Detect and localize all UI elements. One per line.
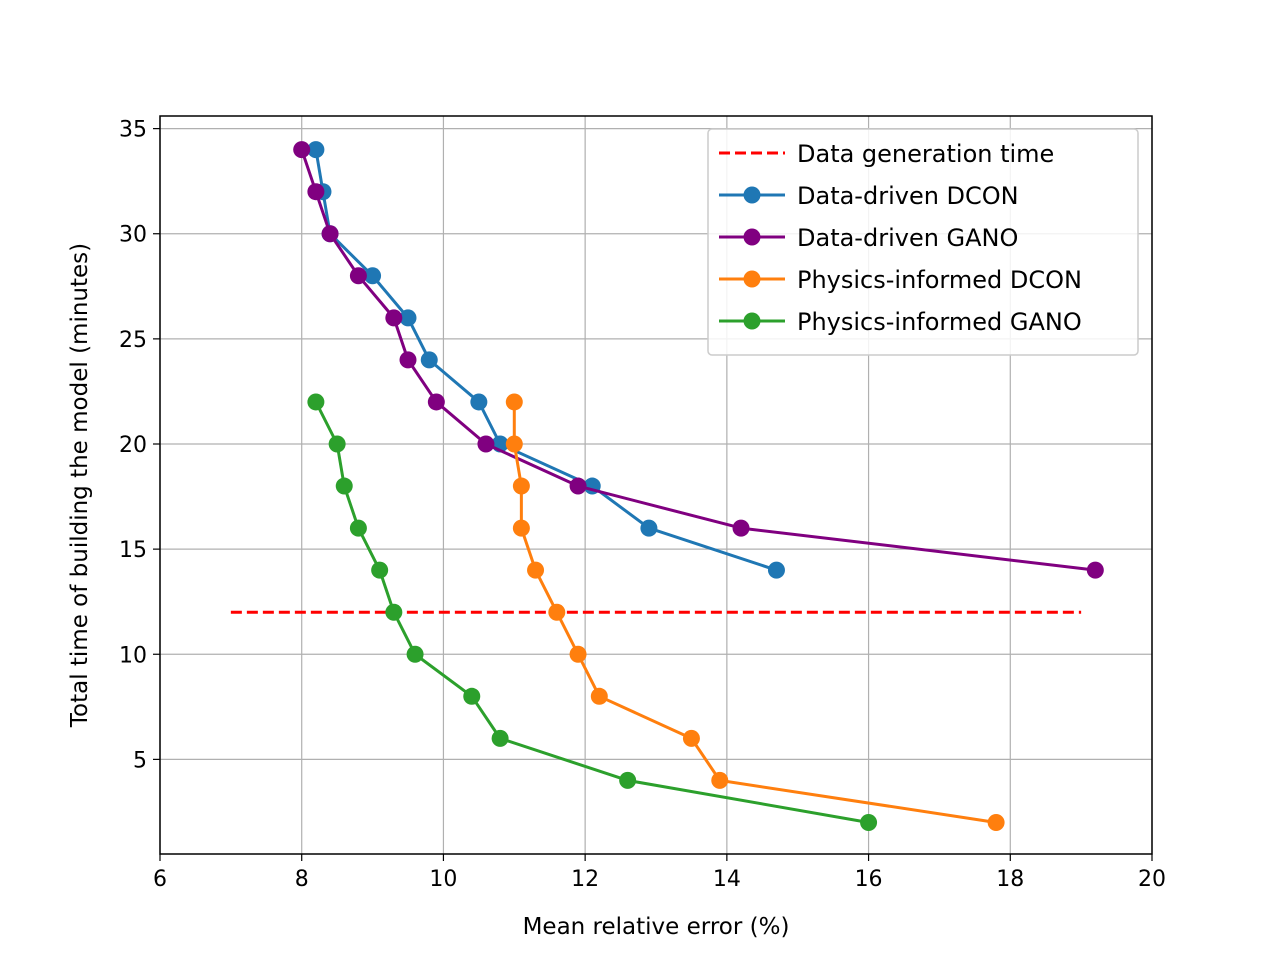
y-tick-label: 20 bbox=[119, 433, 147, 458]
series-physics-informed-gano bbox=[307, 393, 878, 831]
data-point-data-driven-dcon bbox=[307, 141, 325, 159]
x-tick-label: 6 bbox=[153, 867, 167, 892]
y-tick-label: 25 bbox=[119, 328, 147, 353]
ticks: 6 8 10 12 14 16 18 20 5 10 15 20 25 30 35 bbox=[119, 118, 1166, 892]
legend-box bbox=[707, 128, 1139, 356]
data-point-physics-informed-gano bbox=[328, 435, 346, 453]
data-point-physics-informed-gano bbox=[307, 393, 325, 411]
y-tick-label: 35 bbox=[119, 118, 147, 143]
data-point-physics-informed-dcon bbox=[987, 813, 1005, 831]
y-tick-label: 5 bbox=[133, 748, 147, 773]
legend-item-physics-informed-dcon: Physics-informed DCON bbox=[719, 266, 1082, 294]
data-point-physics-informed-gano bbox=[860, 813, 878, 831]
data-point-data-driven-gano bbox=[385, 309, 403, 327]
data-point-physics-informed-gano bbox=[406, 645, 424, 663]
x-axis-label: Mean relative error (%) bbox=[523, 914, 790, 940]
legend-swatch-marker bbox=[743, 270, 761, 288]
data-point-physics-informed-gano bbox=[619, 771, 637, 789]
data-point-data-driven-gano bbox=[732, 519, 750, 537]
data-point-physics-informed-gano bbox=[491, 729, 509, 747]
data-point-data-driven-dcon bbox=[364, 267, 382, 285]
data-point-physics-informed-gano bbox=[385, 603, 403, 621]
data-point-data-driven-dcon bbox=[640, 519, 658, 537]
x-tick-label: 10 bbox=[429, 867, 457, 892]
legend-item-data-driven-dcon: Data-driven DCON bbox=[719, 182, 1019, 210]
data-point-physics-informed-dcon bbox=[590, 687, 608, 705]
legend-label: Data-driven DCON bbox=[797, 182, 1019, 210]
data-point-data-driven-gano bbox=[477, 435, 495, 453]
legend-swatch-marker bbox=[743, 186, 761, 204]
data-point-data-driven-dcon bbox=[470, 393, 488, 411]
data-point-data-driven-dcon bbox=[420, 351, 438, 369]
data-point-physics-informed-dcon bbox=[711, 771, 729, 789]
legend-label: Data-driven GANO bbox=[797, 224, 1018, 252]
y-tick-label: 15 bbox=[119, 538, 147, 563]
data-point-data-driven-gano bbox=[569, 477, 587, 495]
data-point-physics-informed-dcon bbox=[527, 561, 545, 579]
y-tick-label: 30 bbox=[119, 223, 147, 248]
data-point-physics-informed-gano bbox=[371, 561, 389, 579]
data-point-data-driven-gano bbox=[321, 225, 339, 243]
data-point-data-driven-gano bbox=[307, 183, 325, 201]
x-tick-label: 20 bbox=[1138, 867, 1166, 892]
legend-item-physics-informed-gano: Physics-informed GANO bbox=[719, 308, 1082, 336]
data-point-physics-informed-dcon bbox=[512, 477, 530, 495]
x-tick-label: 18 bbox=[996, 867, 1024, 892]
data-point-data-driven-gano bbox=[427, 393, 445, 411]
legend-swatch-marker bbox=[743, 228, 761, 246]
data-point-data-driven-dcon bbox=[399, 309, 417, 327]
data-point-physics-informed-dcon bbox=[569, 645, 587, 663]
legend-label: Physics-informed DCON bbox=[797, 266, 1082, 294]
plot-frame bbox=[159, 115, 1153, 855]
data-point-physics-informed-dcon bbox=[512, 519, 530, 537]
series-data-driven-gano bbox=[293, 141, 1104, 579]
legend-swatch-marker bbox=[743, 312, 761, 330]
legend-label: Data generation time bbox=[797, 140, 1054, 168]
data-point-data-driven-gano bbox=[399, 351, 417, 369]
x-tick-label: 8 bbox=[295, 867, 309, 892]
data-point-data-driven-gano bbox=[349, 267, 367, 285]
legend: Data generation time Data-driven DCON Data… bbox=[707, 128, 1139, 356]
data-point-data-driven-dcon bbox=[767, 561, 785, 579]
data-point-physics-informed-dcon bbox=[505, 393, 523, 411]
legend-item-data-driven-gano: Data-driven GANO bbox=[719, 224, 1018, 252]
data-point-physics-informed-gano bbox=[335, 477, 353, 495]
x-tick-label: 12 bbox=[571, 867, 599, 892]
data-point-data-driven-gano bbox=[293, 141, 311, 159]
data-point-physics-informed-gano bbox=[463, 687, 481, 705]
data-point-data-driven-gano bbox=[1086, 561, 1104, 579]
x-tick-label: 14 bbox=[713, 867, 741, 892]
data-point-physics-informed-dcon bbox=[548, 603, 566, 621]
legend-item-data-generation-time: Data generation time bbox=[719, 140, 1054, 168]
legend-label: Physics-informed GANO bbox=[797, 308, 1082, 336]
series-physics-informed-dcon bbox=[505, 393, 1005, 831]
y-axis-label: Total time of building the model (minute… bbox=[67, 243, 93, 728]
data-point-physics-informed-gano bbox=[349, 519, 367, 537]
data-point-physics-informed-dcon bbox=[505, 435, 523, 453]
x-tick-label: 16 bbox=[855, 867, 883, 892]
series-layer bbox=[230, 141, 1104, 831]
y-tick-label: 10 bbox=[119, 643, 147, 668]
data-point-physics-informed-dcon bbox=[682, 729, 700, 747]
